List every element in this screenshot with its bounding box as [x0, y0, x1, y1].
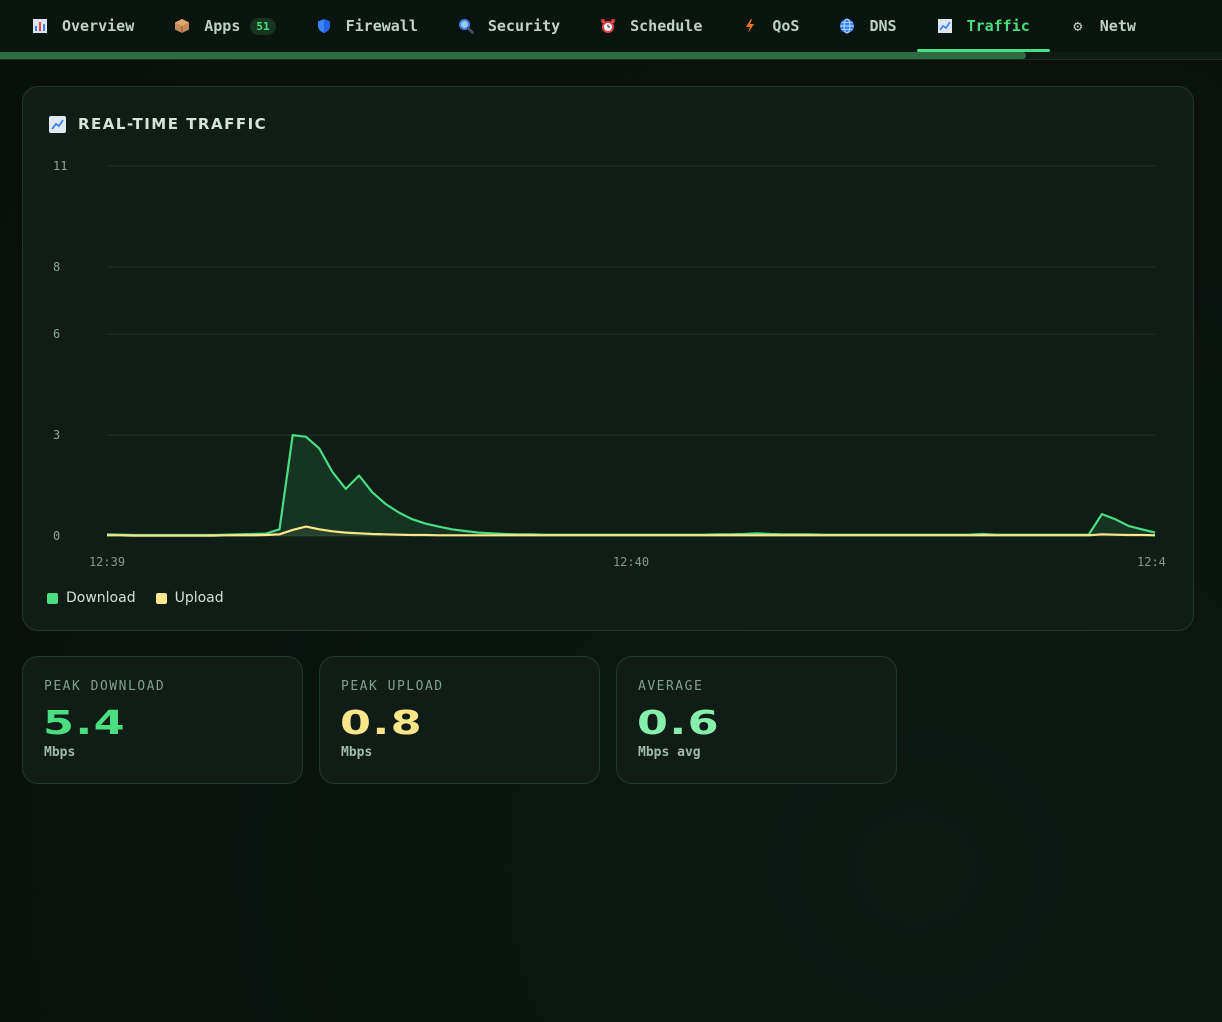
stat-unit: Mbps — [44, 745, 76, 760]
series-area-upload — [107, 526, 1155, 536]
x-tick-label: 12:40 — [613, 555, 649, 569]
card-title: REAL-TIME TRAFFIC — [49, 115, 267, 133]
line-chart-icon — [937, 18, 953, 34]
stat-card-average: AVERAGE 0.6 Mbps avg — [616, 656, 897, 784]
tab-schedule[interactable]: Schedule — [580, 0, 722, 52]
nav-scroll-progress-fill — [0, 52, 1027, 59]
alarm-clock-icon — [600, 18, 616, 34]
stat-value: 0.8 — [340, 703, 423, 742]
bar-chart-icon — [32, 18, 48, 34]
tab-security-label: Security — [487, 17, 561, 35]
line-chart-icon — [49, 115, 66, 133]
tab-overview-label: Overview — [62, 17, 135, 35]
series-line-upload — [107, 525, 1156, 537]
tab-network[interactable]: ⚙ Netw — [1050, 0, 1156, 52]
tab-apps-label: Apps — [204, 17, 241, 35]
lightning-icon — [742, 18, 758, 34]
stat-card-peak-upload: PEAK UPLOAD 0.8 Mbps — [319, 656, 600, 784]
top-nav: Overview Apps 51 Firewall Security Sched… — [0, 0, 1222, 52]
tab-firewall[interactable]: Firewall — [296, 0, 438, 52]
legend-swatch-download — [47, 592, 58, 604]
stat-value: 0.6 — [637, 703, 720, 742]
magnifier-icon — [458, 18, 474, 34]
y-tick-label: 3 — [53, 428, 60, 442]
tab-qos[interactable]: QoS — [722, 0, 819, 52]
legend-swatch-upload — [155, 592, 167, 604]
tab-qos-label: QoS — [772, 17, 800, 35]
x-tick-label: 12:4 — [1137, 555, 1166, 569]
tab-network-label: Netw — [1099, 17, 1136, 35]
legend-download[interactable]: Download — [47, 590, 136, 606]
nav-scroll-progress — [0, 52, 1222, 60]
y-tick-label: 0 — [53, 529, 60, 543]
gear-icon: ⚙ — [1073, 17, 1083, 35]
stat-unit: Mbps avg — [638, 745, 701, 760]
tab-apps[interactable]: Apps 51 — [154, 0, 295, 52]
series-line-download — [106, 434, 1156, 537]
traffic-chart-title: REAL-TIME TRAFFIC — [78, 115, 268, 133]
tab-traffic-label: Traffic — [966, 17, 1030, 35]
shield-icon — [316, 18, 332, 34]
legend-upload[interactable]: Upload — [155, 590, 224, 606]
tab-security[interactable]: Security — [438, 0, 580, 52]
stat-label: PEAK UPLOAD — [341, 679, 444, 694]
stat-label: AVERAGE — [638, 679, 704, 694]
y-tick-label: 6 — [53, 327, 60, 341]
stat-card-peak-download: PEAK DOWNLOAD 5.4 Mbps — [22, 656, 303, 784]
stat-value: 5.4 — [43, 703, 126, 742]
stat-unit: Mbps — [341, 745, 373, 760]
apps-count-badge: 51 — [250, 17, 276, 35]
chart-legend: Download Upload — [47, 590, 244, 606]
series-area-download — [107, 435, 1155, 536]
tab-traffic[interactable]: Traffic — [916, 0, 1051, 52]
legend-label-download: Download — [66, 590, 136, 606]
tab-dns-label: DNS — [869, 17, 897, 35]
tab-dns[interactable]: DNS — [819, 0, 916, 52]
y-tick-label: 8 — [53, 260, 60, 274]
tab-firewall-label: Firewall — [345, 17, 418, 35]
y-tick-label: 11 — [53, 159, 67, 173]
tab-schedule-label: Schedule — [630, 17, 703, 35]
traffic-chart: 0 3 6 8 11 12:39 12:40 12:4 — [53, 159, 1166, 569]
tab-overview[interactable]: Overview — [12, 0, 154, 52]
package-icon — [174, 18, 190, 34]
x-tick-label: 12:39 — [89, 555, 125, 569]
stat-label: PEAK DOWNLOAD — [44, 679, 166, 694]
globe-icon — [839, 18, 855, 34]
traffic-chart-card: REAL-TIME TRAFFIC 0 3 6 8 11 12:39 12:40 12:4 D… — [22, 86, 1194, 631]
legend-label-upload: Upload — [174, 590, 224, 606]
